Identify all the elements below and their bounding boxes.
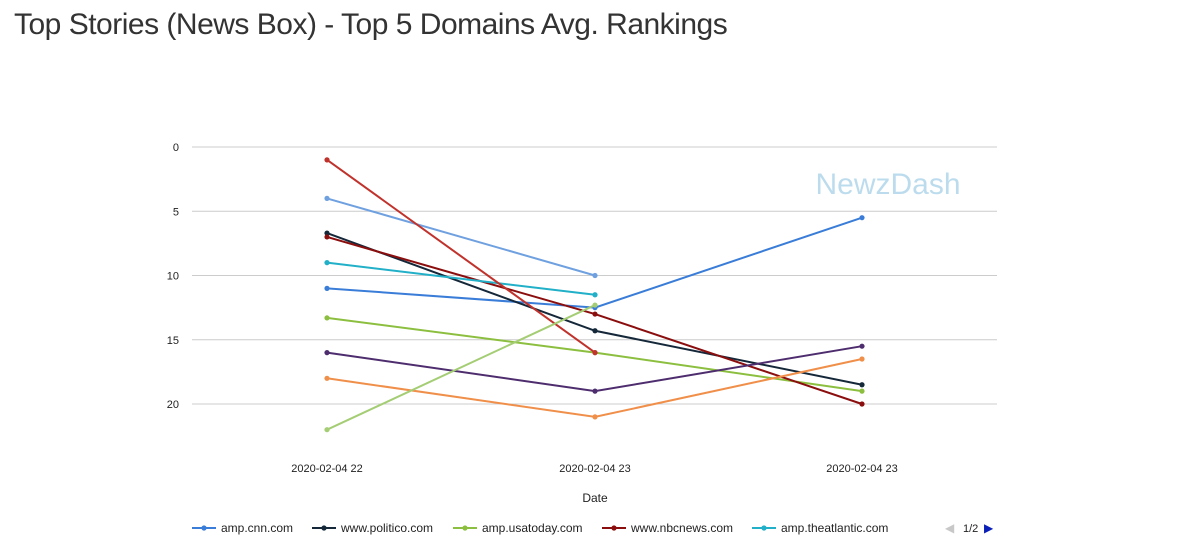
y-tick-label: 0: [173, 142, 179, 154]
series-line-6: [326, 159, 596, 354]
data-point: [324, 285, 330, 291]
data-point: [859, 388, 865, 394]
series-line-9: [326, 304, 596, 431]
data-point: [592, 414, 598, 420]
legend-label: www.politico.com: [340, 521, 433, 535]
data-point: [859, 215, 865, 221]
legend-swatch-dot: [611, 525, 617, 531]
data-point: [324, 427, 330, 433]
y-tick-label: 15: [167, 335, 179, 347]
data-point: [592, 388, 598, 394]
y-tick-label: 5: [173, 206, 179, 218]
x-tick-label: 2020-02-04 23: [559, 463, 631, 475]
data-point: [324, 260, 330, 266]
legend-page-label: 1/2: [963, 523, 978, 535]
legend-label: amp.theatlantic.com: [781, 521, 888, 535]
data-point: [859, 382, 865, 388]
data-point: [859, 356, 865, 362]
data-point: [592, 302, 598, 308]
x-tick-label: 2020-02-04 23: [826, 463, 898, 475]
x-tick-label: 2020-02-04 22: [291, 463, 363, 475]
watermark: NewzDash: [815, 168, 960, 201]
legend-swatch-dot: [201, 525, 207, 531]
y-tick-label: 10: [167, 271, 179, 283]
y-tick-label: 20: [167, 399, 179, 411]
legend-label: amp.cnn.com: [221, 521, 293, 535]
data-point: [324, 375, 330, 381]
data-point: [324, 230, 330, 236]
data-point: [592, 272, 598, 279]
data-point: [324, 315, 330, 321]
data-point: [324, 234, 330, 240]
series-line-5: [326, 197, 596, 277]
data-point: [859, 343, 865, 349]
legend-label: amp.usatoday.com: [482, 521, 583, 535]
legend-prev-icon[interactable]: ◀: [945, 521, 955, 535]
x-axis-label: Date: [582, 491, 608, 505]
series-line-4: [326, 261, 596, 296]
data-point: [324, 350, 330, 356]
data-point: [859, 401, 865, 407]
data-point: [592, 311, 598, 317]
chart-title: Top Stories (News Box) - Top 5 Domains A…: [14, 8, 728, 41]
data-point: [592, 350, 598, 356]
legend-swatch-dot: [462, 525, 468, 531]
legend-swatch-dot: [321, 525, 327, 531]
legend-next-icon[interactable]: ▶: [984, 521, 994, 535]
data-point: [324, 157, 330, 163]
legend-swatch-dot: [761, 525, 767, 531]
data-point: [324, 195, 330, 201]
data-point: [592, 328, 598, 334]
data-point: [592, 292, 598, 298]
legend-label: www.nbcnews.com: [630, 521, 733, 535]
